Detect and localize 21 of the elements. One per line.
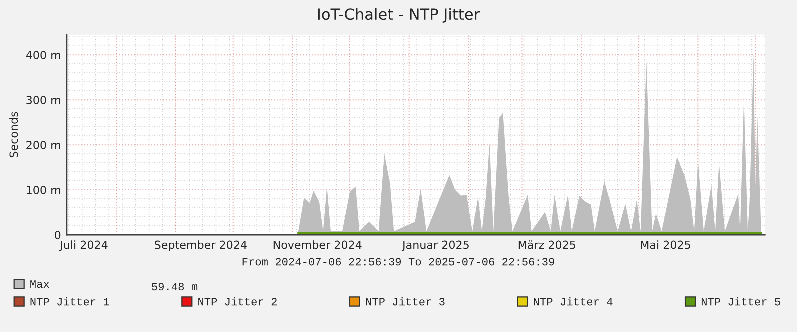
- text: 59.48 m: [152, 283, 198, 291]
- y-axis-title: Seconds: [10, 112, 18, 158]
- y-tick-label: 400 m: [26, 51, 60, 60]
- legend-label: NTP Jitter 4: [534, 298, 613, 306]
- y-tick-label: 200 m: [26, 141, 60, 150]
- legend-label: NTP Jitter 2: [198, 298, 277, 306]
- text: From 2024-07-06 22:56:39 To 2025-07-06 22:56:39: [242, 258, 554, 266]
- x-tick-label: September 2024: [155, 240, 247, 252]
- legend-label: NTP Jitter 3: [366, 298, 445, 306]
- legend-label: NTP Jitter 5: [702, 298, 780, 306]
- y-tick-label: 300 m: [26, 96, 60, 104]
- x-tick-label: Juli 2024: [60, 240, 108, 252]
- legend-label: Max: [30, 280, 50, 288]
- legend-label: NTP Jitter 1: [30, 298, 110, 306]
- y-tick-label: 100 m: [27, 186, 60, 194]
- x-tick-label: Januar 2025: [402, 240, 469, 252]
- x-tick-label: März 2025: [518, 240, 576, 250]
- chart-title: IoT-Chalet - NTP Jitter: [318, 8, 480, 23]
- x-tick-label: November 2024: [274, 240, 362, 250]
- x-tick-label: Mai 2025: [641, 240, 690, 250]
- y-tick-label: 0: [55, 231, 61, 240]
